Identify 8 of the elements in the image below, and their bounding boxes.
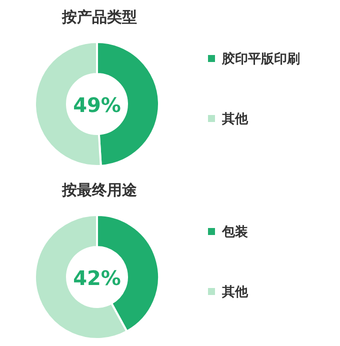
text: 49% [73, 93, 121, 117]
legend-label: 其他 [221, 285, 249, 300]
legend-label: 其他 [221, 112, 249, 127]
text: 42% [73, 266, 121, 290]
legend-label: 包装 [221, 225, 248, 240]
chart-title: 按产品类型 [61, 8, 137, 26]
legend-label: 胶印平版印刷 [221, 51, 300, 67]
chart-title: 按最终用途 [61, 181, 138, 199]
